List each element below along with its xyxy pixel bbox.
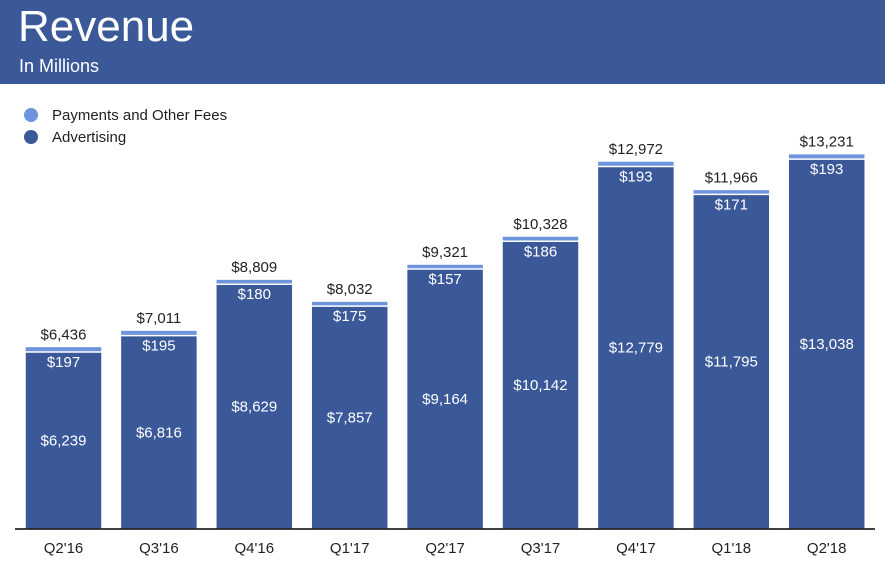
payments-value-label: $175 <box>333 308 366 325</box>
payments-value-label: $186 <box>524 243 557 260</box>
x-tick-label: Q4'16 <box>235 540 275 557</box>
bar-advertising <box>25 351 102 529</box>
bar-advertising <box>692 194 770 529</box>
bar-advertising <box>311 306 389 529</box>
bar-payments <box>215 279 293 285</box>
legend-label-advertising: Advertising <box>52 128 127 146</box>
bar-advertising <box>215 284 293 529</box>
bar-advertising <box>788 159 866 529</box>
advertising-value-label: $10,142 <box>513 377 567 394</box>
bar-advertising <box>120 335 198 529</box>
advertising-value-label: $6,239 <box>41 432 87 449</box>
payments-value-label: $157 <box>428 271 461 288</box>
advertising-value-label: $7,857 <box>327 410 373 427</box>
header-banner: Revenue In Millions <box>0 0 885 84</box>
total-value-label: $13,231 <box>800 134 854 151</box>
advertising-value-label: $6,816 <box>136 424 182 441</box>
payments-value-label: $197 <box>47 354 80 371</box>
bar-advertising <box>406 269 484 529</box>
x-tick-label: Q1'17 <box>330 540 370 557</box>
payments-value-label: $171 <box>715 196 748 213</box>
x-tick-label: Q2'18 <box>807 540 847 557</box>
bar-payments <box>502 235 579 242</box>
total-value-label: $10,328 <box>513 216 567 233</box>
payments-value-label: $195 <box>142 338 175 355</box>
total-value-label: $11,966 <box>705 169 758 186</box>
bar-advertising <box>502 241 579 529</box>
payments-value-label: $193 <box>810 161 843 178</box>
chart-subtitle: In Millions <box>19 56 100 76</box>
bar-payments <box>25 346 102 352</box>
bar-payments <box>597 160 675 167</box>
bar-advertising <box>597 166 675 529</box>
legend-item-payments: Payments and Other Fees <box>24 104 227 126</box>
total-value-label: $7,011 <box>137 310 182 327</box>
legend-item-advertising: Advertising <box>24 126 227 148</box>
total-value-label: $8,032 <box>327 281 373 298</box>
x-tick-label: Q1'18 <box>712 540 752 557</box>
total-value-label: $12,972 <box>609 141 663 158</box>
payments-value-label: $180 <box>238 286 271 303</box>
x-tick-label: Q3'17 <box>521 540 561 557</box>
advertising-value-label: $12,779 <box>609 340 663 357</box>
legend-swatch-payments <box>24 108 38 122</box>
bar-payments <box>692 189 770 195</box>
total-value-label: $8,809 <box>231 259 277 276</box>
payments-value-label: $193 <box>619 168 652 185</box>
legend: Payments and Other Fees Advertising <box>24 104 227 148</box>
x-tick-label: Q3'16 <box>139 540 179 557</box>
x-tick-label: Q2'17 <box>425 540 465 557</box>
advertising-value-label: $8,629 <box>231 399 277 416</box>
advertising-value-label: $13,038 <box>800 336 854 353</box>
bar-payments <box>406 264 484 270</box>
bar-payments <box>311 301 389 307</box>
legend-swatch-advertising <box>24 130 38 144</box>
advertising-value-label: $9,164 <box>422 391 468 408</box>
advertising-value-label: $11,795 <box>705 354 758 371</box>
x-tick-label: Q4'17 <box>616 540 656 557</box>
legend-label-payments: Payments and Other Fees <box>52 106 228 124</box>
x-tick-label: Q2'16 <box>44 540 84 557</box>
chart-title: Revenue <box>18 2 195 51</box>
total-value-label: $9,321 <box>422 244 468 261</box>
bar-payments <box>120 330 198 336</box>
bar-payments <box>788 153 866 160</box>
total-value-label: $6,436 <box>41 326 87 343</box>
